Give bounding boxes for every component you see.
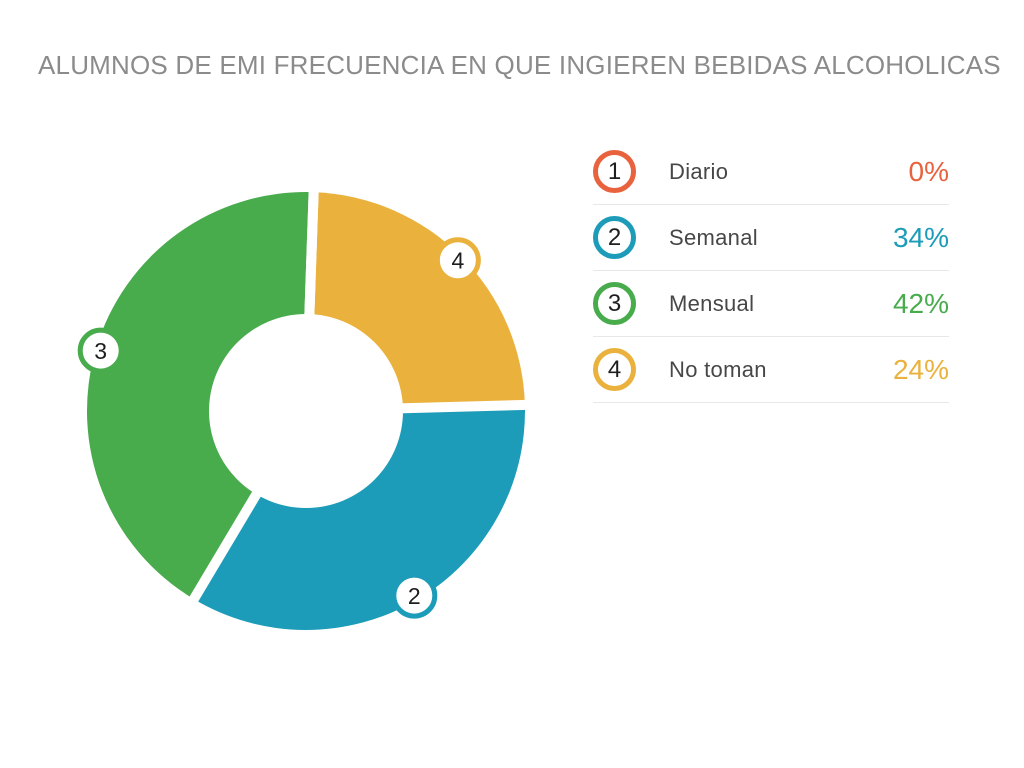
legend-marker-2-icon: 2 (593, 216, 636, 259)
slice-badge-circle-2 (391, 572, 438, 619)
legend-row-no-toman: 4 No toman 24% (593, 337, 949, 403)
legend-number: 2 (607, 223, 622, 251)
legend-number: 4 (607, 355, 622, 383)
legend-label: Mensual (669, 290, 755, 316)
legend-marker-4-icon: 4 (593, 348, 636, 391)
slice-badge-number-3: 3 (94, 338, 107, 364)
donut-hole (209, 314, 403, 508)
slice-badge-circle-3 (77, 327, 124, 374)
donut-slice-mensual (86, 191, 314, 600)
legend-value: 0% (908, 155, 949, 187)
legend-marker-3-icon: 3 (593, 282, 636, 325)
slice-badge-circle-4 (434, 237, 481, 284)
legend: 1 Diario 0% 2 Semanal 34% 3 Mensual 42% … (593, 139, 949, 403)
legend-number: 3 (607, 289, 622, 317)
legend-value: 42% (892, 287, 949, 319)
legend-value: 24% (892, 353, 949, 385)
legend-marker-1-icon: 1 (593, 150, 636, 193)
legend-number: 1 (607, 157, 622, 185)
chart-title: ALUMNOS DE EMI FRECUENCIA EN QUE INGIERE… (38, 50, 1001, 80)
legend-row-semanal: 2 Semanal 34% (593, 205, 949, 271)
legend-value: 34% (892, 221, 949, 253)
legend-row-mensual: 3 Mensual 42% (593, 271, 949, 337)
legend-label: Diario (669, 158, 729, 184)
slice-badge-number-2: 2 (408, 583, 421, 609)
legend-label: Semanal (669, 224, 758, 250)
slice-badge-number-4: 4 (451, 247, 464, 273)
legend-row-diario: 1 Diario 0% (593, 139, 949, 205)
legend-label: No toman (669, 356, 767, 382)
donut-chart: 4 2 3 (77, 189, 528, 630)
